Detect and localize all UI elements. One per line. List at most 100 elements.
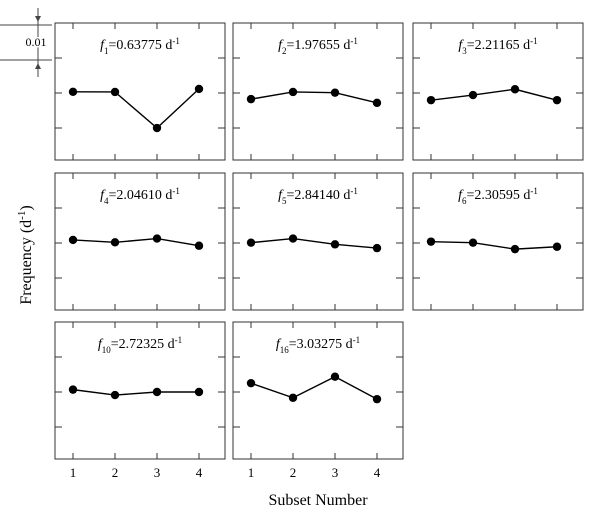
panel-label-superscript: -1: [350, 36, 358, 46]
data-point: [552, 242, 562, 251]
data-point: [68, 235, 78, 245]
panel-label-value: =2.30595 d: [466, 188, 530, 203]
x-axis-label: Subset Number: [268, 492, 368, 509]
x-tick-label: 3: [154, 465, 161, 480]
panel-frame: [232, 22, 404, 161]
series-line: [72, 88, 200, 129]
panel-label-superscript: -1: [530, 36, 538, 46]
panel-label-symbol: f: [98, 337, 104, 352]
x-tick-label: 2: [112, 465, 119, 480]
panel-label-subscript: 3: [462, 46, 467, 56]
panel-label-subscript: 10: [102, 345, 112, 355]
panel-label-subscript: 1: [104, 46, 109, 56]
panel-2: f2=1.97655 d-1: [232, 22, 404, 161]
panel-label-value: =2.21165 d: [467, 38, 530, 53]
data-point: [330, 372, 340, 381]
panel-frame: [232, 321, 404, 460]
y-axis-label-main: Frequency (d: [18, 220, 35, 305]
panel-label-symbol: f: [100, 38, 106, 53]
data-point: [194, 241, 204, 250]
panel-frame: [232, 172, 404, 311]
panel-label-symbol: f: [278, 38, 284, 53]
panel-label-superscript: -1: [172, 186, 180, 196]
data-point: [110, 238, 120, 247]
series-line: [72, 388, 199, 396]
data-point: [330, 240, 340, 249]
panel-label-symbol: f: [458, 188, 464, 203]
y-axis-label-close: ): [18, 205, 35, 210]
data-point: [288, 393, 298, 402]
panel-label-superscript: -1: [530, 186, 538, 196]
panel-label-value: =3.03275 d: [289, 337, 353, 352]
data-point: [510, 244, 520, 254]
scale-value-label: 0.01: [26, 35, 47, 49]
scale-arrow-down-icon: [35, 16, 41, 22]
scale-arrow-up-icon: [35, 63, 41, 69]
data-point: [110, 390, 120, 400]
panel-label-symbol: f: [278, 188, 284, 203]
panel-7: f10=2.72325 d-1: [54, 321, 226, 460]
data-point: [246, 238, 256, 247]
scale-bar: 0.01: [0, 8, 52, 77]
panel-label-subscript: 4: [104, 196, 109, 206]
panel-label-value: =0.63775 d: [108, 38, 172, 53]
x-tick-labels: 1 2 3 4 1 2 3 4: [70, 465, 381, 480]
panel-label-value: =1.97655 d: [286, 38, 350, 53]
data-point: [468, 238, 478, 247]
series-line: [430, 88, 558, 101]
series-line: [72, 237, 200, 247]
data-point: [246, 94, 256, 104]
series-line: [430, 240, 558, 250]
data-point: [246, 378, 256, 388]
panel-label-subscript: 16: [280, 345, 290, 355]
data-point: [152, 123, 162, 133]
panel-3: f3=2.21165 d-1: [412, 22, 584, 161]
panel-frame: [412, 172, 584, 311]
series-line: [250, 237, 378, 249]
panel-label: f1=0.63775 d-1: [100, 36, 180, 56]
data-point: [510, 85, 520, 94]
panel-4: f4=2.04610 d-1: [54, 172, 226, 311]
data-point: [194, 387, 204, 397]
x-tick-label: 3: [332, 465, 339, 480]
x-tick-label: 1: [70, 465, 77, 480]
x-tick-label: 4: [196, 465, 203, 480]
panel-label-superscript: -1: [353, 335, 361, 345]
panel-label: f2=1.97655 d-1: [278, 36, 358, 56]
data-point: [68, 385, 78, 394]
panel-label-superscript: -1: [350, 186, 358, 196]
x-tick-label: 1: [248, 465, 255, 480]
panel-label: f5=2.84140 d-1: [278, 186, 358, 206]
panel-label: f3=2.21165 d-1: [458, 36, 537, 56]
panel-label: f4=2.04610 d-1: [100, 186, 180, 206]
panel-label-value: =2.04610 d: [108, 188, 172, 203]
panel-label-subscript: 6: [462, 196, 467, 206]
data-point: [552, 95, 562, 105]
data-point: [426, 237, 436, 246]
panel-label-symbol: f: [100, 188, 106, 203]
series-line: [250, 91, 378, 104]
panel-frame: [54, 22, 226, 161]
panel-label-symbol: f: [276, 337, 282, 352]
panel-label-symbol: f: [458, 38, 464, 53]
data-point: [426, 95, 436, 105]
panel-label-subscript: 2: [282, 46, 287, 56]
data-point: [194, 84, 204, 94]
data-point: [372, 243, 382, 253]
data-point: [110, 87, 120, 97]
data-point: [68, 87, 78, 97]
panel-label: f10=2.72325 d-1: [98, 335, 182, 355]
data-point: [468, 90, 478, 100]
panel-label-superscript: -1: [175, 335, 183, 345]
panel-label-subscript: 5: [282, 196, 287, 206]
panel-label: f6=2.30595 d-1: [458, 186, 538, 206]
data-point: [330, 88, 340, 97]
panel-1: f1=0.63775 d-1: [54, 22, 226, 161]
panels: f1=0.63775 d-1 f2=1.97655 d-1 f3=2.21165 d…: [54, 22, 584, 460]
panel-label: f16=3.03275 d-1: [276, 335, 360, 355]
panel-6: f6=2.30595 d-1: [412, 172, 584, 311]
series-line: [250, 375, 378, 400]
panel-frame: [412, 22, 584, 161]
panel-label-value: =2.72325 d: [111, 337, 175, 352]
